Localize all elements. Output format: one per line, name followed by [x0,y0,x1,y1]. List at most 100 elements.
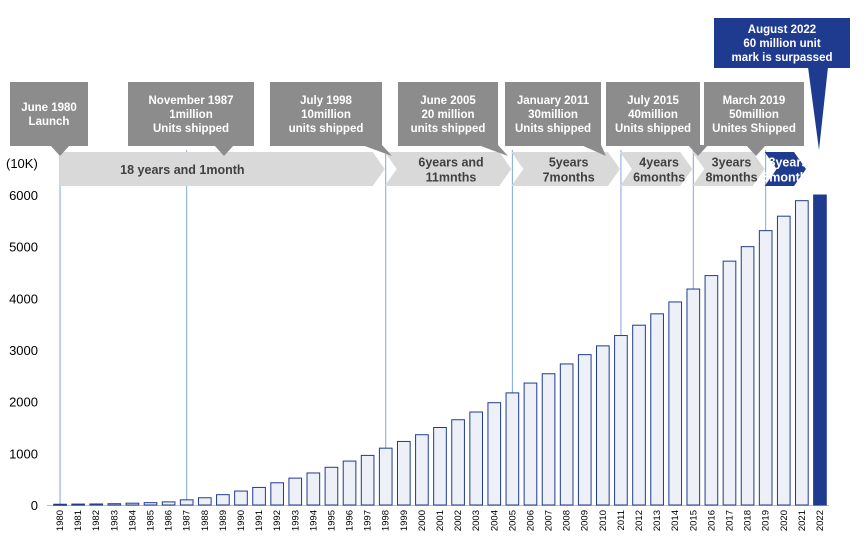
bar-2003 [469,411,484,506]
bar-1999 [396,440,411,506]
interval-arrow [692,152,765,186]
interval-label: 11mnths [426,171,477,185]
milestone-label: August 2022 [748,24,816,36]
x-tick-label: 2003 [471,510,482,531]
milestone-callout-2022: August 2022 60 million unit mark is surpas… [714,18,850,150]
y-tick-label: 6000 [9,188,38,203]
x-tick-label: 1998 [381,510,392,531]
bar-1984 [125,502,140,506]
x-tick-label: 2018 [743,510,754,531]
bar-1995 [324,466,339,506]
interval-label: 18 years and 1month [120,163,244,177]
bar-2000 [415,434,429,506]
bars [53,194,827,506]
bar-2022 [813,194,827,506]
milestone-label: Unites Shipped [712,123,796,135]
x-tick-label: 1988 [200,510,211,531]
x-tick-label: 2007 [544,510,555,531]
milestone-callout-2015: July 2015 40million Units shipped [606,82,708,156]
milestone-label: November 1987 [148,95,233,107]
milestone-callout-1980: June 1980 Launch [10,82,88,156]
x-tick-label: 2001 [435,510,446,531]
x-tick-label: 2020 [779,510,790,531]
y-tick-label: 4000 [9,291,38,306]
bar-2016 [704,275,719,506]
milestone-label: July 2015 [627,95,679,107]
milestone-label: Launch [29,116,70,128]
x-tick-label: 2015 [688,510,699,531]
interval-label: 4years [639,156,679,170]
bar-1989 [216,494,230,506]
x-tick-label: 1995 [326,510,337,531]
bar-1981 [71,503,85,506]
bar-1997 [360,454,375,506]
x-tick-label: 1993 [290,510,301,531]
x-tick-label: 1991 [254,510,265,531]
interval-arrow [619,152,693,186]
milestone-label: Units shipped [615,123,691,135]
bar-2007 [541,373,556,506]
x-tick-label: 1985 [146,510,157,531]
y-tick-label: 2000 [9,395,38,410]
bar-2001 [433,427,447,506]
x-tick-label: 2017 [724,510,735,531]
milestone-label: 20 million [421,109,474,121]
milestone-label: June 1980 [21,102,77,114]
bar-2009 [577,354,592,506]
y-tick-label: 5000 [9,240,38,255]
bar-1983 [107,503,122,506]
x-tick-label: 2013 [652,510,663,531]
x-tick-label: 1981 [73,510,84,531]
milestone-label: March 2019 [723,95,786,107]
x-tick-label: 1999 [399,510,410,531]
interval-label: 6months [633,171,685,185]
interval-label: 6years and [418,156,483,170]
bar-1998 [378,447,393,506]
bar-1996 [342,460,357,506]
bar-1986 [161,501,176,506]
x-tick-label: 2012 [634,510,645,531]
x-tick-label: 2008 [562,510,573,531]
x-tick-label: 2002 [453,510,464,531]
x-tick-label: 2014 [670,510,681,531]
milestone-callout-1987: November 1987 1million Units shipped [128,82,254,156]
x-tick-label: 1990 [236,510,247,531]
milestone-callout-2019: March 2019 50million Unites Shipped [704,82,804,156]
interval-arrow [60,152,385,186]
bar-2005 [505,392,520,506]
bar-2015 [686,288,701,506]
milestone-label: 10million [301,109,351,121]
bar-2010 [596,345,610,506]
bar-2019 [758,230,773,506]
x-tick-label: 1984 [127,510,138,531]
milestone-label: 40million [628,109,678,121]
interval-label: 3years [712,156,752,170]
x-tick-label: 2021 [797,510,808,531]
milestone-label: units shipped [411,123,486,135]
x-axis: 1980 1981 1982 1983 1984 1985 1986 1987 1988 1989… [55,510,826,531]
milestone-label: January 2011 [517,95,590,107]
milestone-label: mark is surpassed [731,52,832,64]
milestone-callout-2011: January 2011 30million Units shipped [505,82,606,156]
bar-1994 [306,472,321,506]
x-tick-label: 2006 [525,510,536,531]
interval-label: 3years [769,156,809,170]
milestone-label: 1million [169,109,212,121]
x-tick-label: 2022 [815,510,826,531]
x-tick-label: 1994 [308,510,319,531]
interval-label: 7months [543,171,595,185]
bar-1991 [252,486,266,506]
x-tick-label: 1992 [272,510,283,531]
bar-1985 [143,502,158,506]
x-tick-label: 1980 [55,510,66,531]
bar-1993 [288,477,303,506]
y-tick-label: 1000 [9,446,38,461]
bar-2008 [559,363,574,506]
interval-arrow [511,152,620,186]
y-tick-label: 3000 [9,343,38,358]
bar-2004 [487,402,502,506]
x-tick-label: 1989 [218,510,229,531]
y-axis-label: (10K) [6,156,38,171]
bar-2014 [668,301,683,506]
